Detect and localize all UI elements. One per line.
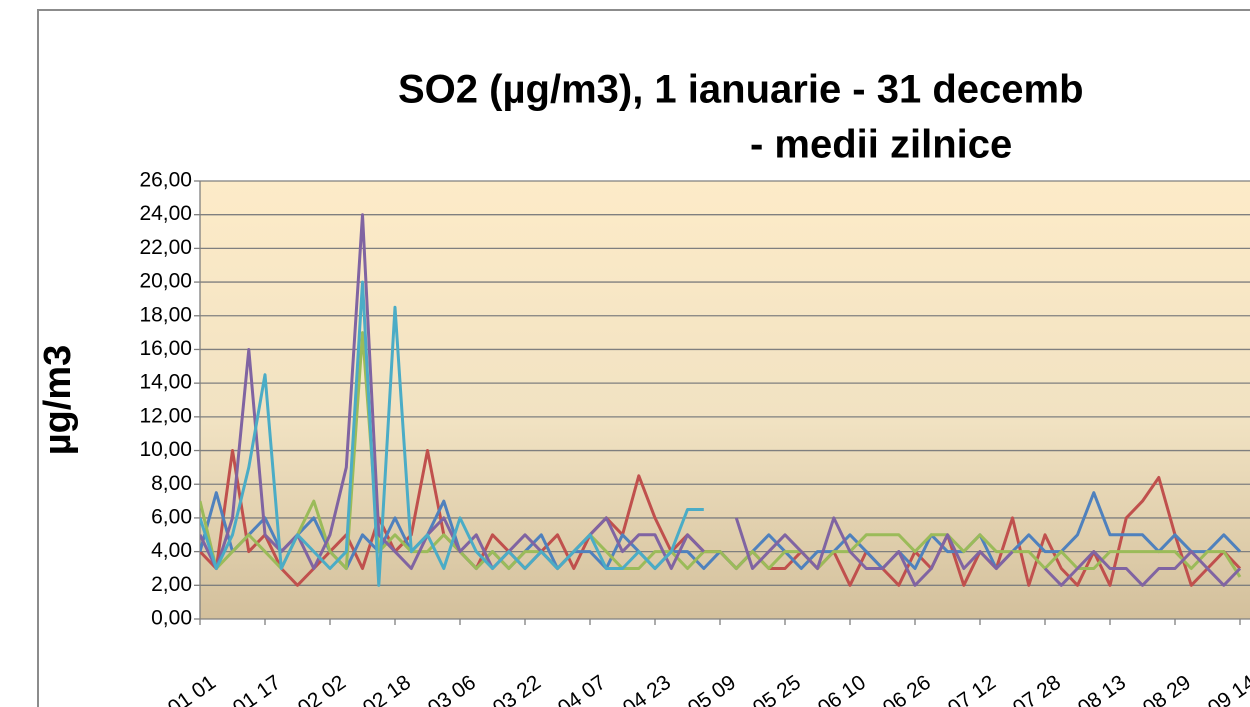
y-tick-label: 20,00 xyxy=(139,270,192,293)
y-tick-label: 0,00 xyxy=(151,607,192,630)
y-tick-label: 6,00 xyxy=(151,505,192,528)
y-tick-label: 26,00 xyxy=(139,169,192,192)
y-axis-label: µg/m3 xyxy=(37,345,79,456)
y-tick-label: 2,00 xyxy=(151,573,192,596)
y-tick-label: 16,00 xyxy=(139,337,192,360)
y-tick-label: 10,00 xyxy=(139,438,192,461)
series-line xyxy=(200,213,1242,587)
y-tick-label: 12,00 xyxy=(139,404,192,427)
chart-title: SO2 (µg/m3), 1 ianuarie - 31 decemb xyxy=(398,68,1084,112)
series-line xyxy=(200,280,704,587)
chart-subtitle: - medii zilnice xyxy=(750,123,1012,167)
y-tick-label: 14,00 xyxy=(139,371,192,394)
y-tick-label: 18,00 xyxy=(139,303,192,326)
y-tick-label: 24,00 xyxy=(139,202,192,225)
series-lines xyxy=(200,213,1242,587)
y-tick-label: 22,00 xyxy=(139,236,192,259)
y-tick-label: 4,00 xyxy=(151,539,192,562)
y-tick-label: 8,00 xyxy=(151,472,192,495)
